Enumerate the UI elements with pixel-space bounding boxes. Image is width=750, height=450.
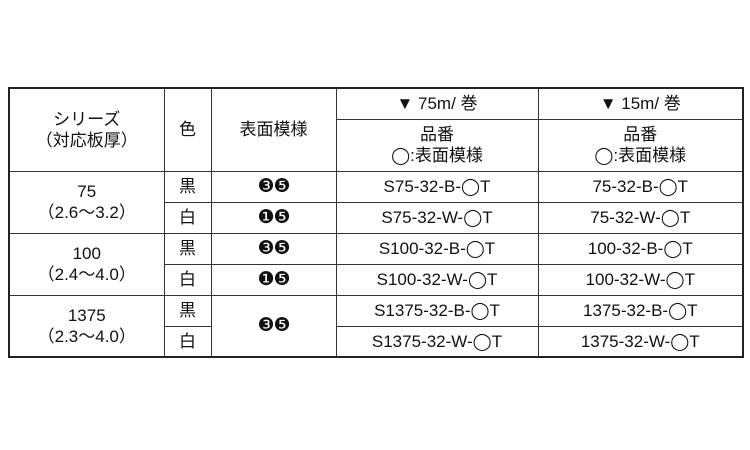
table-row: 75 （2.6～3.2） 黒 ❸❺ S75-32-B-◯T 75-32-B-◯T [8,170,744,234]
table-row: 100 （2.4～4.0） 黒 ❸❺ S100-32-B-◯T 100-32-B-… [8,232,744,296]
table-row: 白 S1375-32-W-◯T 1375-32-W-◯T [9,325,744,358]
part-note: ◯:表面模様 [391,146,483,165]
color-cell: 白 [163,325,212,358]
header-series: シリーズ （対応板厚） [8,87,165,172]
part-15-cell: 1375-32-W-◯T [537,325,744,358]
part-75-cell: S1375-32-W-◯T [335,325,539,358]
table-row: 白 ❶❺ S75-32-W-◯T 75-32-W-◯T [9,201,744,234]
pattern-cell: ❶❺ [210,263,337,296]
series-value: 100 [72,244,101,263]
thickness-label: （対応板厚） [35,130,138,150]
part-75-cell: S1375-32-B-◯T [335,294,539,327]
part-note: ◯:表面模様 [594,146,687,165]
part-label: 品番 [623,125,658,144]
color-cell: 黒 [163,232,212,265]
series-cell: 100 （2.4～4.0） [8,232,165,296]
series-value: 1375 [67,305,106,325]
part-15-cell: 1375-32-B-◯T [537,294,744,327]
series-cell: 1375 （2.3～4.0） [8,294,165,358]
range-value: （2.4～4.0） [37,265,136,284]
part-15-cell: 75-32-B-◯T [537,170,744,203]
part-75-cell: S100-32-B-◯T [335,232,539,265]
pattern-cell: ❸❺ [210,294,337,358]
table-row: 1375 （2.3～4.0） 黒 ❸❺ S1375-32-B-◯T 1375-32… [8,294,744,358]
header-75m: ▼ 75m/ 巻 [335,87,539,120]
header-pattern: 表面模様 [210,87,337,172]
part-15-cell: 75-32-W-◯T [537,201,744,234]
pattern-cell: ❸❺ [210,170,337,203]
color-cell: 黒 [163,170,212,203]
color-cell: 黒 [163,294,212,327]
part-label: 品番 [420,125,454,144]
series-cell: 75 （2.6～3.2） [8,170,165,234]
series-label: シリーズ [53,109,121,129]
range-value: （2.3～4.0） [37,326,136,346]
pattern-cell: ❶❺ [210,201,337,234]
series-value: 75 [77,182,97,201]
product-table: シリーズ （対応板厚） 色 表面模様 ▼ 75m/ 巻 ▼ 15m/ 巻 品番 ◯:… [8,87,744,358]
header-part-15: 品番 ◯:表面模様 [537,118,744,172]
part-15-cell: 100-32-B-◯T [537,232,744,265]
part-75-cell: S100-32-W-◯T [335,263,539,296]
header-color: 色 [163,87,212,172]
color-cell: 白 [163,263,212,296]
table-row: 白 ❶❺ S100-32-W-◯T 100-32-W-◯T [9,263,744,296]
pattern-cell: ❸❺ [210,232,337,265]
color-cell: 白 [163,201,212,234]
part-15-cell: 100-32-W-◯T [537,263,744,296]
header-15m: ▼ 15m/ 巻 [537,87,744,120]
part-75-cell: S75-32-B-◯T [335,170,539,203]
header-part-75: 品番 ◯:表面模様 [335,118,539,172]
range-value: （2.6～3.2） [37,203,136,222]
part-75-cell: S75-32-W-◯T [335,201,539,234]
